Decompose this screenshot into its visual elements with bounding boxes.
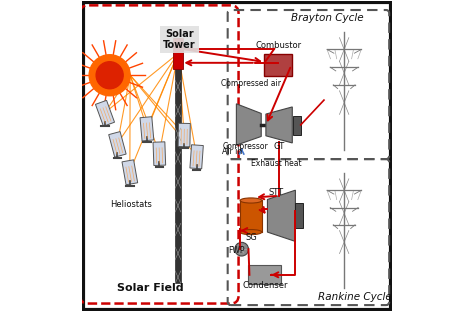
Polygon shape <box>122 160 137 185</box>
Text: SG: SG <box>245 233 257 242</box>
Polygon shape <box>237 104 261 145</box>
FancyBboxPatch shape <box>248 265 282 284</box>
Circle shape <box>89 55 130 96</box>
Bar <box>295 202 302 228</box>
Polygon shape <box>178 123 190 147</box>
Polygon shape <box>95 100 115 126</box>
Polygon shape <box>140 117 154 141</box>
Ellipse shape <box>240 198 262 203</box>
Polygon shape <box>267 190 295 241</box>
FancyBboxPatch shape <box>264 54 292 76</box>
Text: Compressor: Compressor <box>223 142 269 151</box>
Circle shape <box>96 62 123 89</box>
Text: Compressed air: Compressed air <box>221 79 281 88</box>
Text: FWP: FWP <box>228 246 245 255</box>
Text: Condenser: Condenser <box>242 281 288 290</box>
Polygon shape <box>109 132 126 157</box>
Text: Rankine Cycle: Rankine Cycle <box>318 291 392 301</box>
Bar <box>175 38 181 283</box>
Text: GT: GT <box>274 142 285 151</box>
Polygon shape <box>266 107 292 143</box>
Text: Solar Field: Solar Field <box>117 283 183 293</box>
Bar <box>240 201 262 232</box>
Bar <box>293 116 301 135</box>
FancyBboxPatch shape <box>83 2 391 310</box>
Polygon shape <box>153 142 165 166</box>
Text: Heliostats: Heliostats <box>110 200 152 209</box>
Bar <box>173 38 182 69</box>
Text: Air in: Air in <box>222 148 243 156</box>
Polygon shape <box>190 145 203 169</box>
Text: STT: STT <box>269 188 284 197</box>
Ellipse shape <box>240 227 262 232</box>
Ellipse shape <box>240 230 262 235</box>
Circle shape <box>235 242 248 256</box>
Text: Brayton Cycle: Brayton Cycle <box>291 13 364 23</box>
Text: Exhaust heat: Exhaust heat <box>251 159 301 168</box>
Text: Combustor: Combustor <box>255 41 301 50</box>
Text: Solar
Tower: Solar Tower <box>163 29 196 50</box>
